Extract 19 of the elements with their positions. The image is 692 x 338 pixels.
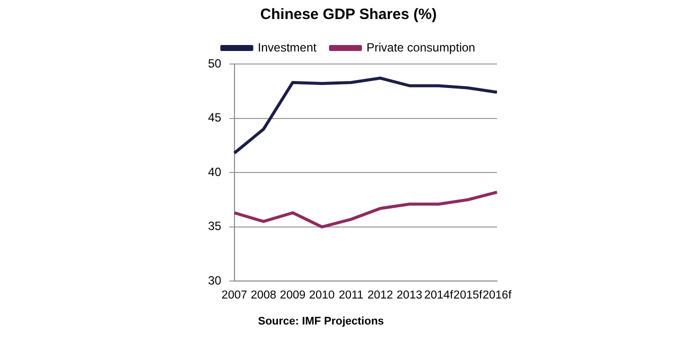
chart-title: Chinese GDP Shares (%) [260,6,437,24]
x-tick-label: 2014f [424,289,454,302]
x-tick-label: 2008 [250,289,276,302]
x-tick-label: 2007 [222,289,248,302]
y-tick-label: 35 [208,219,222,234]
legend-label: Private consumption [366,40,476,54]
y-tick-label: 45 [208,110,222,125]
x-tick-label: 2013 [396,289,422,302]
x-tick-label: 2011 [338,289,364,302]
x-tick-label: 2009 [280,289,306,302]
x-tick-label: 2016f [482,289,512,302]
x-tick-label: 2012 [367,289,394,302]
y-tick-label: 40 [208,164,222,179]
legend-label: Investment [258,40,318,54]
x-tick-label: 2010 [309,289,335,302]
source-note: Source: IMF Projections [258,316,384,328]
x-tick-label: 2015f [453,289,484,302]
y-tick-label: 50 [208,56,222,70]
y-tick-label: 30 [208,274,222,288]
